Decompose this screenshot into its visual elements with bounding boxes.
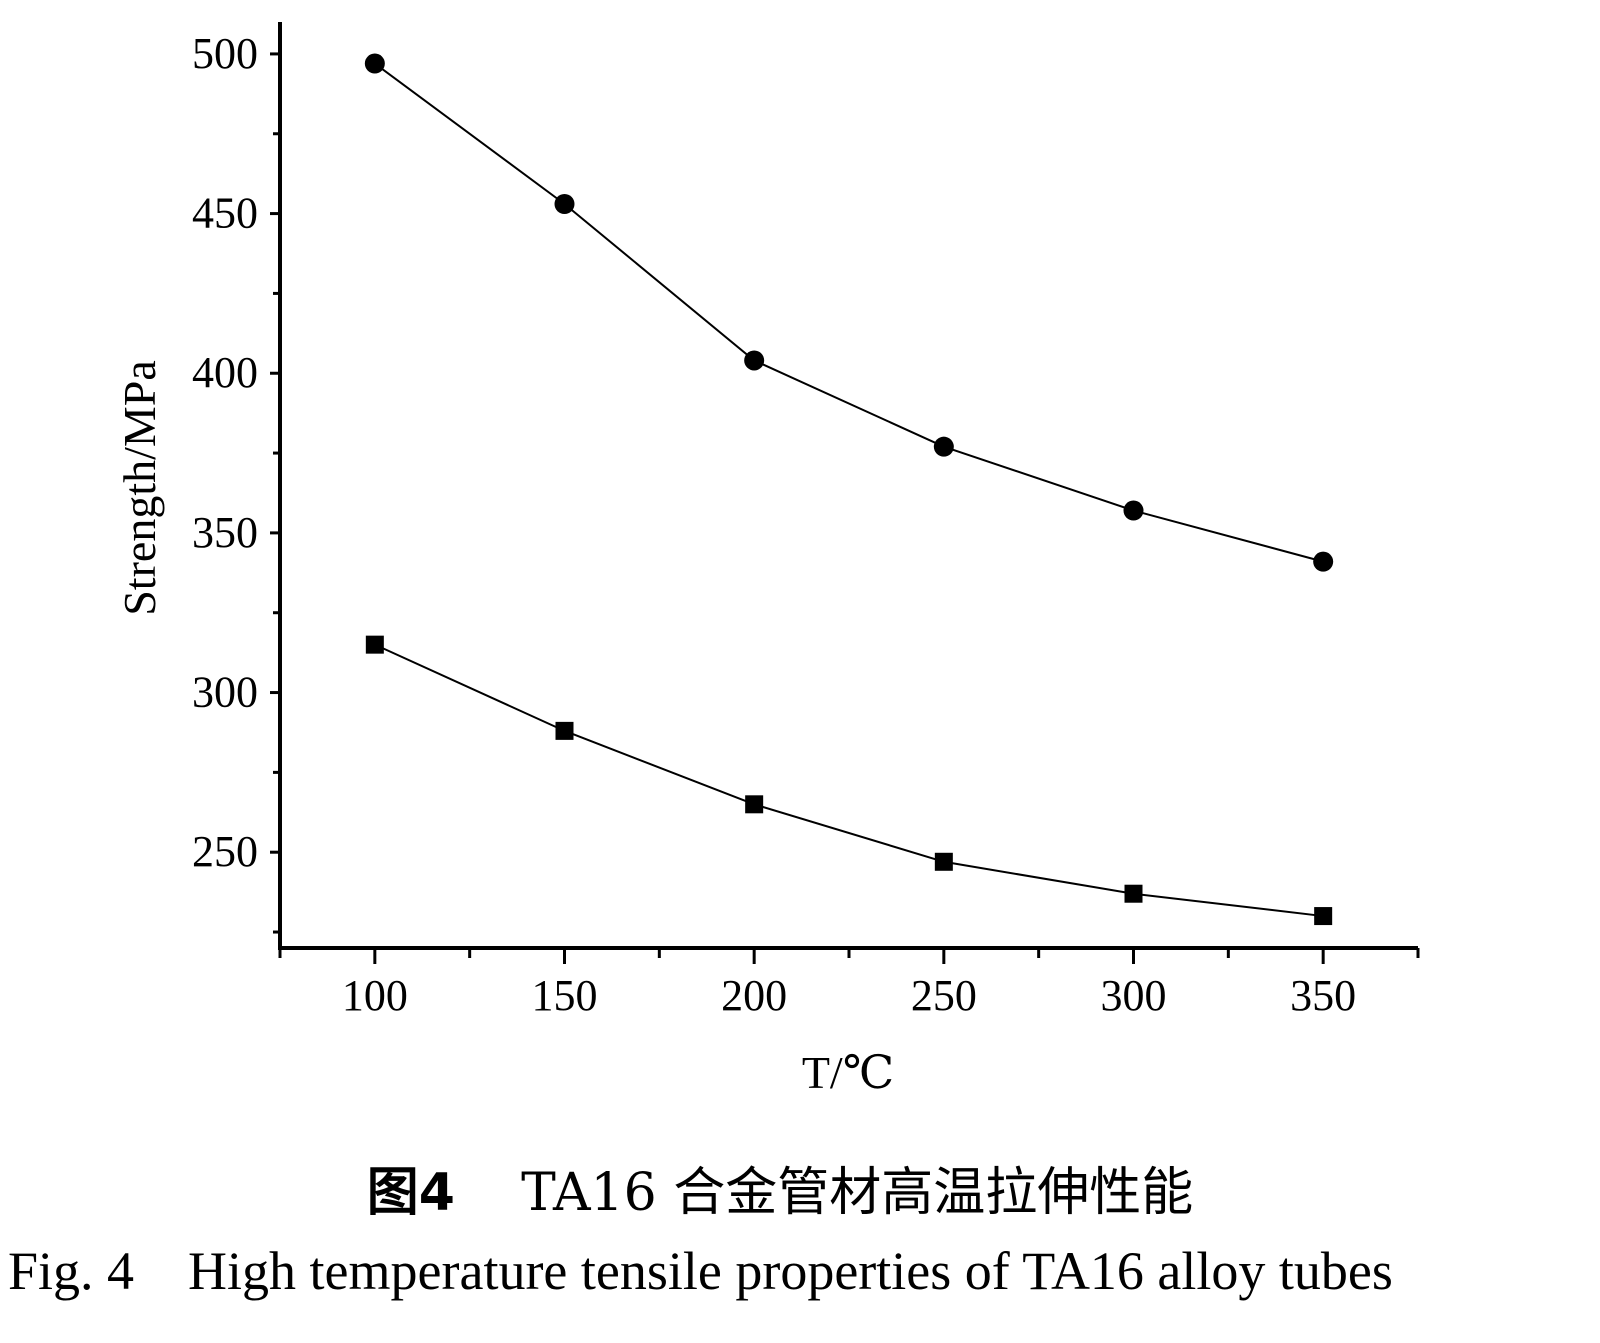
caption-english: Fig. 4 High temperature tensile properti… [8, 1240, 1393, 1302]
data-point-square [1314, 907, 1333, 926]
x-tick-label: 100 [342, 971, 408, 1020]
caption-chinese: 图4 TA16 合金管材高温拉伸性能 [0, 1150, 1560, 1225]
x-tick-label: 300 [1101, 971, 1167, 1020]
data-point-circle [744, 350, 765, 371]
data-point-square [555, 721, 574, 740]
data-point-circle [1313, 551, 1334, 572]
y-tick-label: 300 [192, 668, 258, 717]
data-point-circle [554, 194, 575, 215]
y-tick-label: 350 [192, 508, 258, 557]
y-tick-label: 250 [192, 827, 258, 876]
ticks: 100 150 200 250 300 350 250 300 350 400 450 500 [192, 29, 1420, 1020]
data-point-square [745, 795, 764, 814]
y-tick-label: 500 [192, 29, 258, 78]
y-tick-label: 450 [192, 189, 258, 238]
data-point-square [1124, 884, 1143, 903]
axes [278, 22, 1418, 950]
series [364, 53, 1334, 926]
data-point-circle [1123, 500, 1144, 521]
data-point-circle [933, 436, 954, 457]
x-tick-label: 200 [721, 971, 787, 1020]
caption-en-text: High temperature tensile properties of T… [188, 1241, 1393, 1301]
caption-en-label: Fig. 4 [8, 1241, 135, 1301]
series-square-line [374, 643, 1324, 918]
series-circle-line [374, 62, 1324, 563]
data-point-square [365, 635, 384, 654]
data-point-circle [364, 53, 385, 74]
x-tick-label: 250 [911, 971, 977, 1020]
data-point-square [934, 852, 953, 871]
x-tick-label: 350 [1290, 971, 1356, 1020]
x-tick-label: 150 [532, 971, 598, 1020]
y-axis-label: Strength/MPa [114, 360, 165, 616]
caption-cn-label: 图4 [366, 1163, 455, 1223]
y-tick-label: 400 [192, 348, 258, 397]
x-axis-label: T/℃ [802, 1047, 894, 1098]
caption-cn-text: TA16 合金管材高温拉伸性能 [521, 1163, 1194, 1223]
